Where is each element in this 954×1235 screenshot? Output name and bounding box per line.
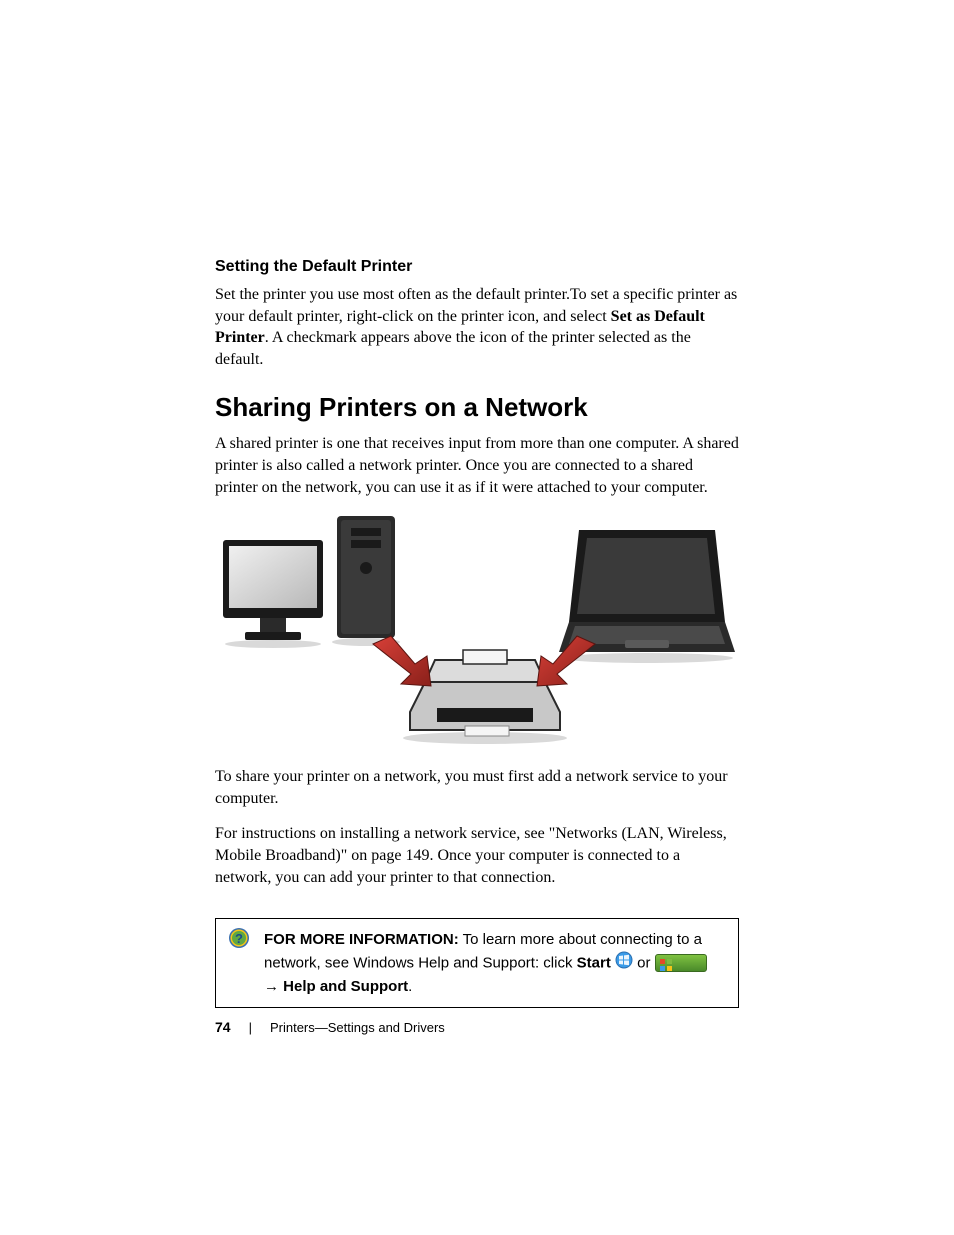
- para-instructions: For instructions on installing a network…: [215, 823, 739, 888]
- svg-text:?: ?: [235, 931, 243, 946]
- network-diagram: [215, 512, 739, 752]
- info-label: FOR MORE INFORMATION:: [264, 931, 459, 948]
- para-add-service: To share your printer on a network, you …: [215, 766, 739, 809]
- text-fragment: . A checkmark appears above the icon of …: [215, 329, 691, 368]
- help-icon: ?: [228, 927, 250, 956]
- footer-separator: |: [249, 1020, 252, 1035]
- para-shared-intro: A shared printer is one that receives in…: [215, 433, 739, 498]
- or-text: or: [633, 954, 655, 971]
- subheading-default-printer: Setting the Default Printer: [215, 258, 739, 276]
- arrow-left-icon: [373, 636, 431, 686]
- arrow-text: →: [264, 978, 283, 995]
- xp-start-button-icon: [655, 954, 707, 972]
- page-footer: 74 | Printers—Settings and Drivers: [215, 1019, 445, 1035]
- start-text: Start: [577, 954, 611, 971]
- desktop-monitor-icon: [223, 540, 323, 648]
- vista-orb-icon: [615, 951, 633, 976]
- page-number: 74: [215, 1019, 231, 1035]
- para-default-printer: Set the printer you use most often as th…: [215, 284, 739, 370]
- info-box: ? FOR MORE INFORMATION: To learn more ab…: [215, 918, 739, 1008]
- desktop-tower-icon: [332, 516, 400, 646]
- chapter-title: Printers—Settings and Drivers: [270, 1020, 445, 1035]
- help-support-text: Help and Support: [283, 978, 408, 995]
- period-text: .: [408, 978, 412, 995]
- heading-sharing-printers: Sharing Printers on a Network: [215, 392, 739, 423]
